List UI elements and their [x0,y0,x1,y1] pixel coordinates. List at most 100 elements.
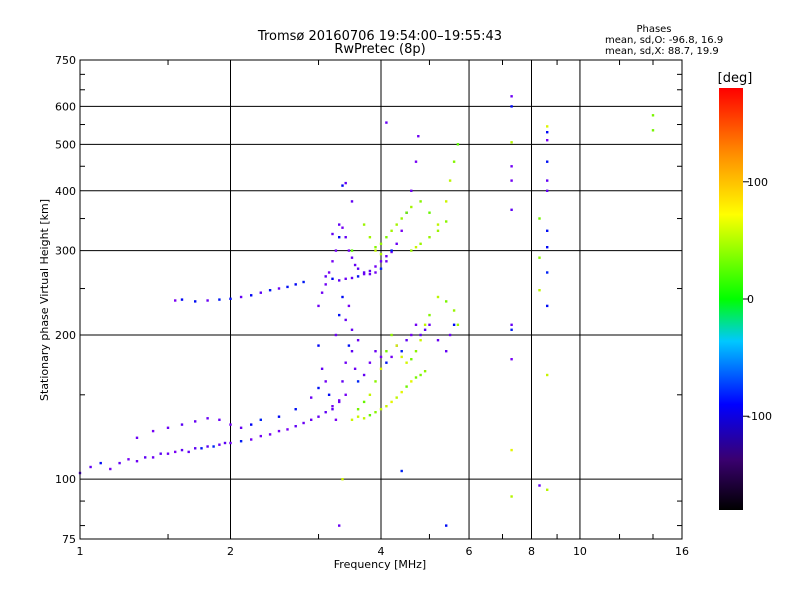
data-point-o [362,271,366,274]
data-point-o [324,275,327,278]
data-point-o [374,271,377,274]
data-point-x [445,200,448,203]
data-point-x [456,143,460,146]
data-point-o [338,313,341,317]
data-point-o [331,405,334,408]
data-point-x [374,411,377,414]
data-point-x [395,223,398,226]
data-point-o [277,287,281,290]
data-point-o [338,399,341,402]
data-point-x [405,361,408,364]
data-point-o [414,323,418,326]
data-point-x [538,289,541,292]
data-point-o [334,418,338,421]
data-point-o [317,304,320,308]
data-point-x [419,339,422,342]
data-point-o [218,418,221,421]
x-tick-label: 10 [573,545,587,558]
data-point-o [344,277,347,280]
data-point-o [331,260,334,263]
data-point-o [353,367,357,370]
data-point-o [546,246,549,249]
data-point-o [379,260,383,263]
chart-subtitle: RwPretec (8p) [334,42,425,57]
data-point-x [546,488,549,491]
colorbar-tick-label: 0 [747,293,754,306]
data-point-o [324,411,327,414]
data-point-o [250,294,253,297]
data-point-o [362,272,366,276]
data-point-o [379,355,383,359]
data-point-o [385,260,388,263]
chart-title: Tromsø 20160706 19:54:00–19:55:43 [257,29,502,44]
data-point-x [410,249,413,252]
data-point-o [338,400,341,404]
data-point-o [356,380,360,383]
data-point-x [395,344,398,347]
y-tick-label: 100 [55,473,76,486]
data-point-o [347,344,351,347]
data-point-o [144,456,147,459]
data-point-o [259,434,262,438]
data-point-x [423,323,427,326]
data-point-x [510,495,513,498]
x-axis: 1 2 4 6 8 10 16 [77,60,689,558]
data-point-o [159,452,162,455]
data-point-o [546,271,549,274]
data-point-o [250,438,253,441]
data-point-o [362,373,366,377]
data-point-o [546,179,549,182]
data-point-o [344,393,347,396]
data-point-o [510,328,513,331]
data-point-o [510,179,513,182]
data-point-x [546,373,549,377]
data-point-o [379,267,383,270]
data-point-x [410,358,413,361]
data-points [78,95,655,527]
legend-heading: Phases [636,24,671,35]
data-point-o [324,380,327,383]
data-point-x [405,211,408,214]
data-point-o [428,323,431,326]
data-point-x [538,256,541,259]
data-point-x [410,380,413,383]
data-point-o [368,361,372,364]
data-point-o [239,440,243,443]
data-point-x [379,408,383,411]
data-point-o [546,160,549,163]
data-point-x [395,396,398,399]
data-point-o [317,415,320,418]
data-point-o [510,323,513,326]
y-tick-label: 75 [62,533,76,546]
colorbar-label: [deg] [718,71,753,86]
legend-line-x: mean, sd,X: 88.7, 19.9 [605,46,719,57]
data-point-x [419,200,422,203]
data-point-o [194,420,197,423]
data-point-x [350,418,354,421]
data-point-x [651,114,655,117]
data-point-x [428,236,431,239]
data-point-o [417,135,420,138]
data-point-o [180,298,184,301]
data-point-o [546,131,549,134]
data-point-o [374,350,377,353]
data-point-o [302,421,305,425]
data-point-o [268,433,272,436]
data-point-o [174,299,177,302]
legend-line-o: mean, sd,O: -96.8, 16.9 [605,35,723,46]
data-point-o [510,208,513,211]
data-point-o [277,429,281,433]
data-point-x [374,249,377,252]
data-point-x [419,373,422,377]
data-point-x [436,229,440,232]
data-point-o [350,350,354,353]
data-point-x [410,205,413,209]
data-point-o [344,236,347,239]
x-tick-label: 1 [77,545,84,558]
data-point-x [510,141,513,144]
data-point-o [212,445,215,448]
data-point-o [341,295,344,299]
colorbar-ticks: 100 0 -100 [743,176,772,423]
y-tick-label: 750 [55,54,76,67]
